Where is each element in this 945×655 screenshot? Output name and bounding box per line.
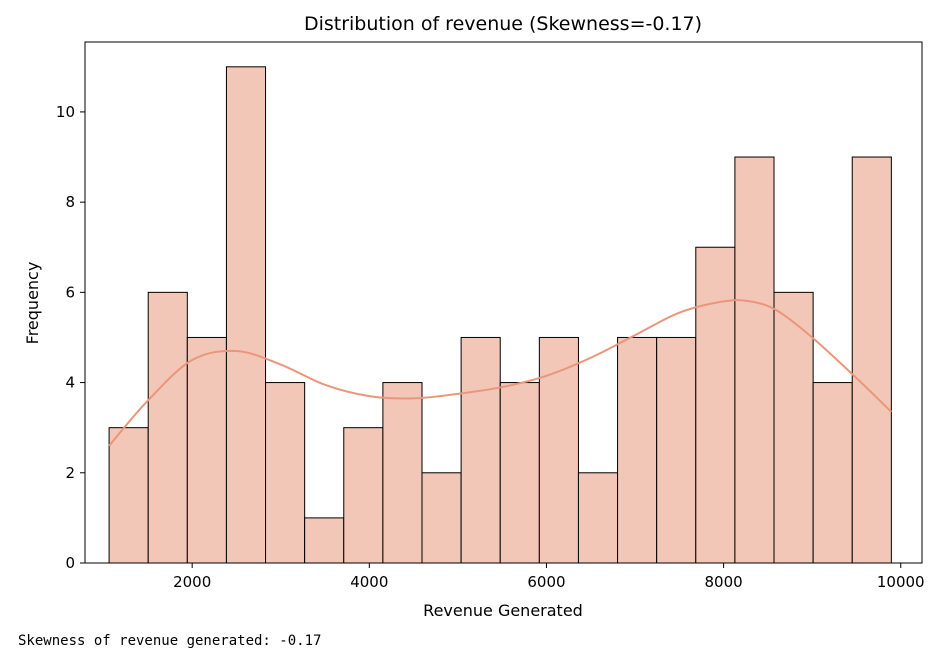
histogram-bar — [460, 336, 501, 564]
y-tick-label: 6 — [65, 283, 75, 301]
histogram-bar — [382, 382, 423, 564]
y-tick-label: 2 — [65, 464, 75, 482]
histogram-bar — [499, 382, 540, 564]
y-axis-ticks: 0 2 4 6 8 10 — [56, 103, 85, 572]
histogram-bar — [851, 156, 892, 564]
y-axis-label: Frequency — [23, 262, 42, 345]
histogram-bar — [147, 291, 188, 564]
x-tick-label: 8000 — [705, 573, 743, 591]
histogram-bar — [577, 472, 619, 564]
histogram-bar — [656, 336, 697, 564]
x-tick-label: 2000 — [173, 573, 211, 591]
histogram-bar — [108, 427, 149, 564]
histogram-bar — [812, 382, 853, 564]
chart-title: Distribution of revenue (Skewness=-0.17) — [304, 13, 702, 35]
histogram-bar — [617, 336, 658, 564]
histogram-bar — [265, 382, 306, 564]
y-tick-label: 8 — [65, 193, 75, 211]
plot-frame — [84, 41, 923, 564]
y-tick-label: 10 — [56, 103, 75, 121]
histogram-bar — [343, 427, 384, 564]
histogram-bar — [186, 336, 227, 564]
console-output: Skewness of revenue generated: -0.17 — [18, 633, 322, 649]
x-axis-label: Revenue Generated — [423, 601, 583, 620]
histogram-bar — [773, 291, 814, 564]
histogram-bar — [734, 156, 775, 564]
histogram-chart: Distribution of revenue (Skewness=-0.17)… — [23, 13, 925, 620]
x-axis-ticks: 2000 4000 6000 8000 10000 — [173, 563, 925, 591]
x-tick-label: 6000 — [527, 573, 565, 591]
bars-group — [108, 66, 892, 564]
x-tick-label: 4000 — [350, 573, 388, 591]
kde-curve — [108, 299, 893, 447]
histogram-bar — [304, 517, 345, 564]
y-tick-label: 0 — [65, 554, 75, 572]
histogram-bar — [695, 246, 736, 564]
x-tick-label: 10000 — [877, 573, 925, 591]
y-tick-label: 4 — [65, 374, 75, 392]
histogram-bar — [225, 66, 267, 564]
histogram-bar — [421, 472, 462, 564]
